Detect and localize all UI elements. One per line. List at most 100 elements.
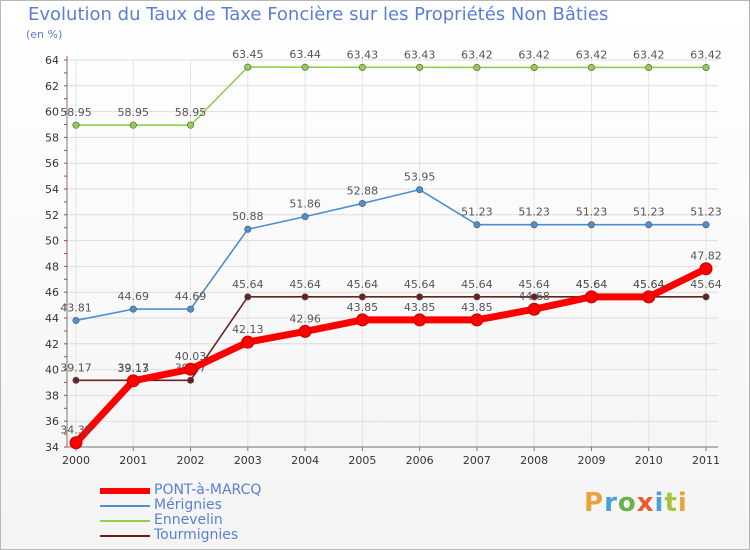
data-label: 51.23 <box>576 206 608 219</box>
data-point <box>702 293 710 301</box>
data-label: 45.64 <box>232 278 264 291</box>
data-point <box>584 290 598 304</box>
data-point <box>244 225 252 233</box>
data-label: 43.85 <box>347 301 379 314</box>
data-label: 51.23 <box>518 206 550 219</box>
data-label: 63.43 <box>347 48 379 61</box>
data-label: 45.64 <box>690 278 722 291</box>
data-label: 52.88 <box>347 184 379 197</box>
data-point <box>187 305 195 313</box>
data-point <box>413 313 427 327</box>
data-point <box>416 63 424 71</box>
data-label: 44.69 <box>118 290 150 303</box>
x-tick-label: 2006 <box>406 454 434 467</box>
x-tick-label: 2005 <box>348 454 376 467</box>
data-point <box>470 313 484 327</box>
y-tick-label: 34 <box>45 441 59 454</box>
data-point <box>530 293 538 301</box>
data-point <box>69 436 83 450</box>
data-point <box>358 63 366 71</box>
data-label: 63.42 <box>461 48 493 61</box>
y-tick-label: 36 <box>45 415 59 428</box>
data-label: 44.69 <box>175 290 207 303</box>
data-label: 45.64 <box>518 278 550 291</box>
x-tick-label: 2009 <box>577 454 605 467</box>
series-line <box>72 265 710 447</box>
data-label: 42.13 <box>232 323 264 336</box>
data-label: 63.45 <box>232 48 264 61</box>
data-label: 42.96 <box>289 312 321 325</box>
legend-label: Mérignies <box>154 497 222 513</box>
data-label: 43.81 <box>60 301 92 314</box>
data-point <box>244 293 252 301</box>
series-line <box>75 66 707 126</box>
y-tick-label: 60 <box>45 106 59 119</box>
legend-swatch <box>100 488 150 494</box>
y-tick-label: 38 <box>45 389 59 402</box>
data-point <box>126 374 140 388</box>
data-label: 40.03 <box>175 350 207 363</box>
data-point <box>358 199 366 207</box>
y-tick-label: 56 <box>45 157 59 170</box>
data-label: 39.17 <box>60 361 92 374</box>
y-tick-label: 58 <box>45 131 59 144</box>
data-point <box>416 293 424 301</box>
data-point <box>645 63 653 71</box>
data-label: 63.42 <box>633 48 665 61</box>
legend-swatch <box>100 505 150 507</box>
data-label: 51.23 <box>633 206 665 219</box>
data-point <box>298 324 312 338</box>
data-point <box>527 302 541 316</box>
data-label: 43.85 <box>404 301 436 314</box>
data-label: 45.64 <box>576 278 608 291</box>
data-label: 45.64 <box>633 278 665 291</box>
x-tick-label: 2011 <box>692 454 720 467</box>
data-label: 45.64 <box>289 278 321 291</box>
logo-letter: r <box>604 488 618 518</box>
x-tick-label: 2002 <box>177 454 205 467</box>
y-tick-label: 44 <box>45 312 59 325</box>
data-label: 45.64 <box>576 278 608 291</box>
data-label: 45.64 <box>347 278 379 291</box>
data-label: 45.64 <box>461 278 493 291</box>
legend-swatch <box>100 520 150 522</box>
proxiti-logo: Proxiti <box>584 488 688 518</box>
data-label: 43.85 <box>461 301 493 314</box>
data-point <box>530 221 538 229</box>
y-tick-label: 42 <box>45 338 59 351</box>
data-point <box>301 63 309 71</box>
y-tick-label: 48 <box>45 260 59 273</box>
y-tick-label: 54 <box>45 183 59 196</box>
data-point <box>702 221 710 229</box>
data-point <box>355 313 369 327</box>
x-tick-label: 2003 <box>234 454 262 467</box>
data-point <box>72 316 80 324</box>
x-tick-label: 2001 <box>119 454 147 467</box>
data-point <box>473 221 481 229</box>
data-label: 44.68 <box>518 290 550 303</box>
data-point <box>702 63 710 71</box>
x-tick-label: 2000 <box>62 454 90 467</box>
logo-letter: x <box>636 488 655 518</box>
data-point <box>416 186 424 194</box>
data-point <box>473 293 481 301</box>
data-point <box>184 362 198 376</box>
data-label: 58.95 <box>60 106 92 119</box>
data-label: 51.23 <box>690 206 722 219</box>
data-point <box>301 293 309 301</box>
legend-swatch <box>100 535 150 537</box>
data-label: 39.17 <box>118 361 150 374</box>
legend-label: Tourmignies <box>154 527 239 543</box>
y-tick-label: 46 <box>45 286 59 299</box>
data-point <box>301 213 309 221</box>
data-point <box>72 121 80 129</box>
data-label: 45.64 <box>633 278 665 291</box>
data-label: 50.88 <box>232 210 264 223</box>
data-label: 34.33 <box>60 424 92 437</box>
logo-letter: i <box>677 488 688 518</box>
data-label: 58.95 <box>175 106 207 119</box>
y-tick-label: 52 <box>45 209 59 222</box>
data-label: 53.95 <box>404 171 436 184</box>
